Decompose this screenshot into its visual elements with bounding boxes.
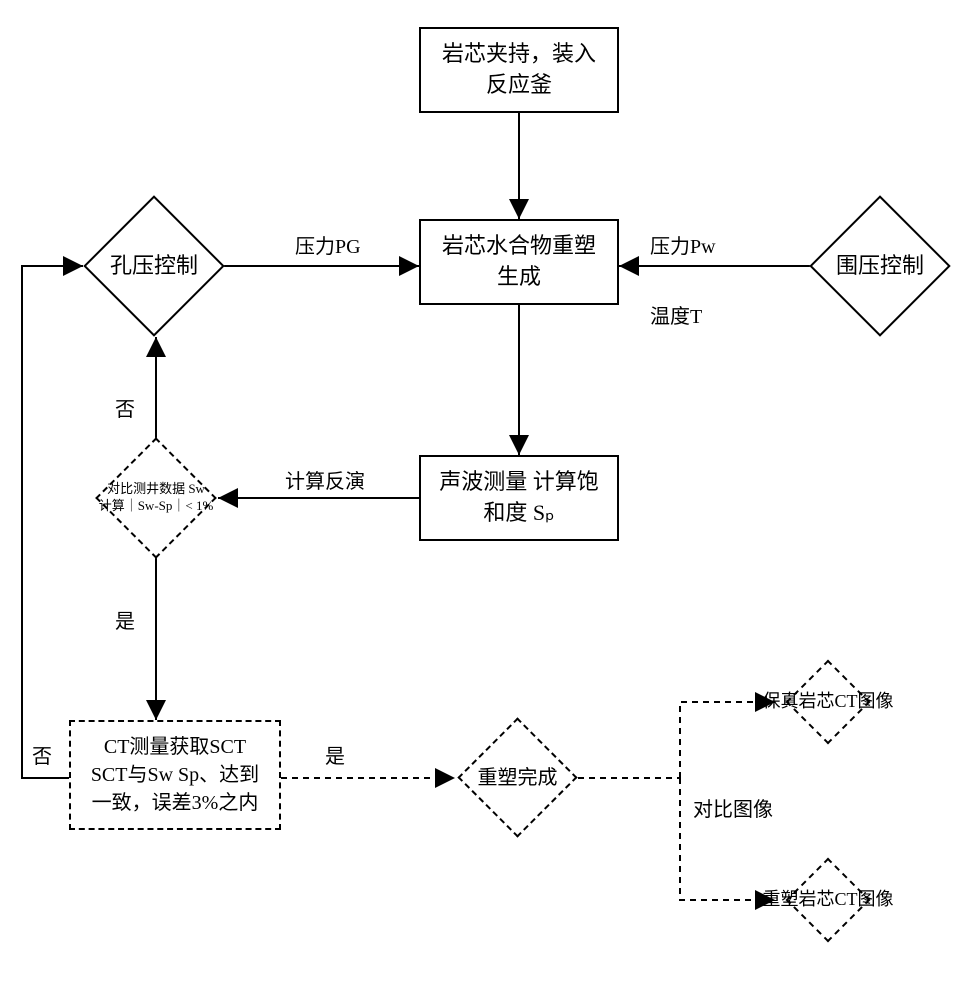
node-ct-measure: CT测量获取SCTSCT与Sw Sp、达到一致，误差3%之内 (69, 720, 281, 830)
label-text: 是 (115, 611, 135, 633)
node-text: 重塑完成 (478, 765, 558, 791)
label-inversion: 计算反演 (285, 465, 365, 494)
node-text: 保真岩芯CT图像 (762, 690, 893, 713)
node-text: 声波测量 计算饱和度 Sₚ (439, 467, 599, 529)
node-remold-complete: 重塑完成 (475, 735, 560, 820)
label-yes-2: 是 (325, 740, 345, 769)
node-text: 围压控制 (836, 252, 924, 281)
node-remold-ct-image: 重塑岩芯CT图像 (798, 870, 858, 930)
node-core-clamp: 岩芯夹持，装入反应釜 (419, 27, 619, 113)
label-text: 温度T (650, 306, 702, 328)
node-pore-pressure-control: 孔压控制 (104, 216, 204, 316)
node-compare-well-log: 对比测井数据 Sw计算｜Sw-Sp｜< 1% (113, 455, 199, 541)
node-hydrate-remold: 岩芯水合物重塑生成 (419, 219, 619, 305)
label-yes-1: 是 (115, 605, 135, 634)
node-text: 岩芯水合物重塑生成 (442, 231, 596, 293)
node-text: 岩芯夹持，装入反应釜 (442, 39, 596, 101)
label-compare-image: 对比图像 (693, 793, 773, 822)
node-text: 孔压控制 (110, 252, 198, 281)
node-confining-pressure-control: 围压控制 (830, 216, 930, 316)
label-text: 压力Pw (650, 236, 716, 258)
label-text: 否 (115, 399, 135, 421)
label-text: 对比图像 (693, 799, 773, 821)
label-temperature-t: 温度T (650, 300, 702, 329)
node-acoustic-measure: 声波测量 计算饱和度 Sₚ (419, 455, 619, 541)
label-text: 否 (32, 746, 52, 768)
label-pressure-pw: 压力Pw (650, 230, 716, 259)
label-text: 压力PG (295, 236, 361, 258)
label-no-1: 否 (115, 393, 135, 422)
node-text: 对比测井数据 Sw计算｜Sw-Sp｜< 1% (99, 481, 214, 515)
label-pressure-pg: 压力PG (295, 230, 361, 259)
node-fidelity-ct-image: 保真岩芯CT图像 (798, 672, 858, 732)
label-text: 是 (325, 746, 345, 768)
label-no-2: 否 (32, 740, 52, 769)
node-text: CT测量获取SCTSCT与Sw Sp、达到一致，误差3%之内 (91, 733, 259, 817)
node-text: 重塑岩芯CT图像 (762, 888, 893, 911)
label-text: 计算反演 (285, 471, 365, 493)
